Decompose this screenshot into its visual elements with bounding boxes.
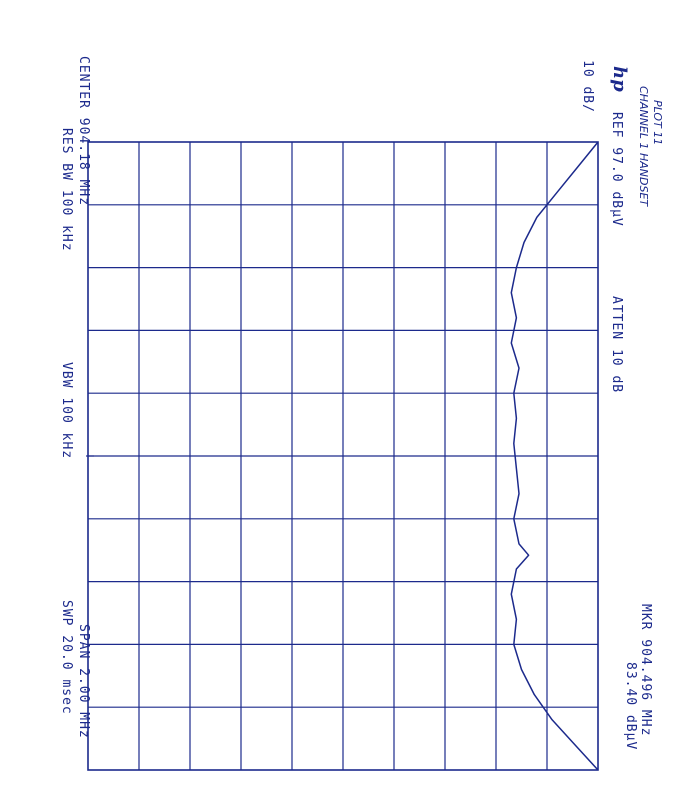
ref-level-label: REF 97.0 dBµV — [609, 112, 624, 227]
center-frequency-label: CENTER 904.18 MHz — [76, 56, 91, 206]
handwritten-channel-label: CHANNEL 1 HANDSET — [637, 86, 650, 207]
grid — [86, 141, 599, 771]
video-bandwidth-label: VBW 100 kHz — [59, 362, 74, 459]
spectrum-trace — [510, 141, 599, 771]
sweep-time-label: SWP 20.0 msec — [59, 600, 74, 715]
handwritten-plot-label: PLOT 11 — [651, 100, 664, 145]
span-label: SPAN 2.00 MHz — [76, 624, 91, 739]
resolution-bandwidth-label: RES BW 100 kHz — [59, 128, 74, 252]
hp-logo: hp — [609, 66, 630, 92]
scale-per-division-label: 10 dB/ — [580, 60, 595, 113]
marker-level-label: 83.40 dBµV — [623, 662, 638, 750]
marker-frequency-label: MKR 904.496 MHz — [638, 604, 653, 736]
trace-layer — [510, 141, 599, 771]
attenuation-label: ATTEN 10 dB — [609, 296, 624, 393]
